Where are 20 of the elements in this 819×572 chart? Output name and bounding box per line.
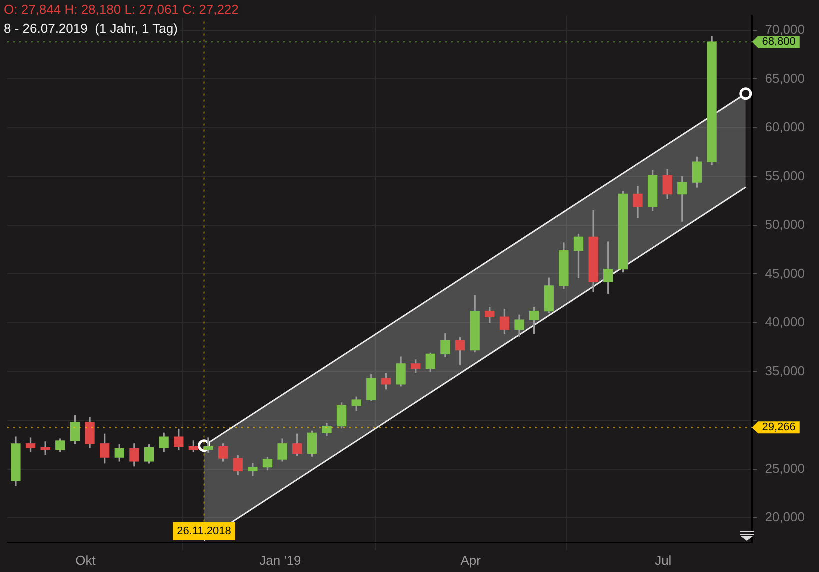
y-tick-label: 60,000 (765, 120, 806, 135)
candlestick (204, 438, 214, 454)
chart-title: O: 27,844 H: 28,180 L: 27,061 C: 27,222 (2, 1, 241, 18)
y-tick-label: 35,000 (765, 363, 806, 378)
y-tick-label: 20,000 (765, 510, 806, 525)
x-tick-label: Okt (76, 552, 96, 568)
y-tick-label: 40,000 (765, 314, 806, 330)
y-tick-label: 55,000 (765, 168, 806, 184)
x-tick-label: Apr (460, 552, 482, 568)
y-tick-label: 25,000 (765, 460, 806, 476)
x-tick-label: Jan '19 (260, 552, 302, 568)
ref-line-label: 29,266 (762, 422, 796, 434)
y-tick-label: 45,000 (765, 266, 806, 281)
y-tick-label: 65,000 (765, 70, 806, 86)
y-tick-label: 50,000 (765, 217, 806, 232)
ref-line-label: 26.11.2018 (177, 525, 232, 538)
x-tick-label: Jul (655, 552, 672, 568)
chart-subtitle: 8 - 26.07.2019 (1 Jahr, 1 Tag) (2, 20, 180, 37)
y-tick-label: 70,000 (765, 22, 806, 38)
ref-line-label: 68,800 (762, 36, 796, 48)
